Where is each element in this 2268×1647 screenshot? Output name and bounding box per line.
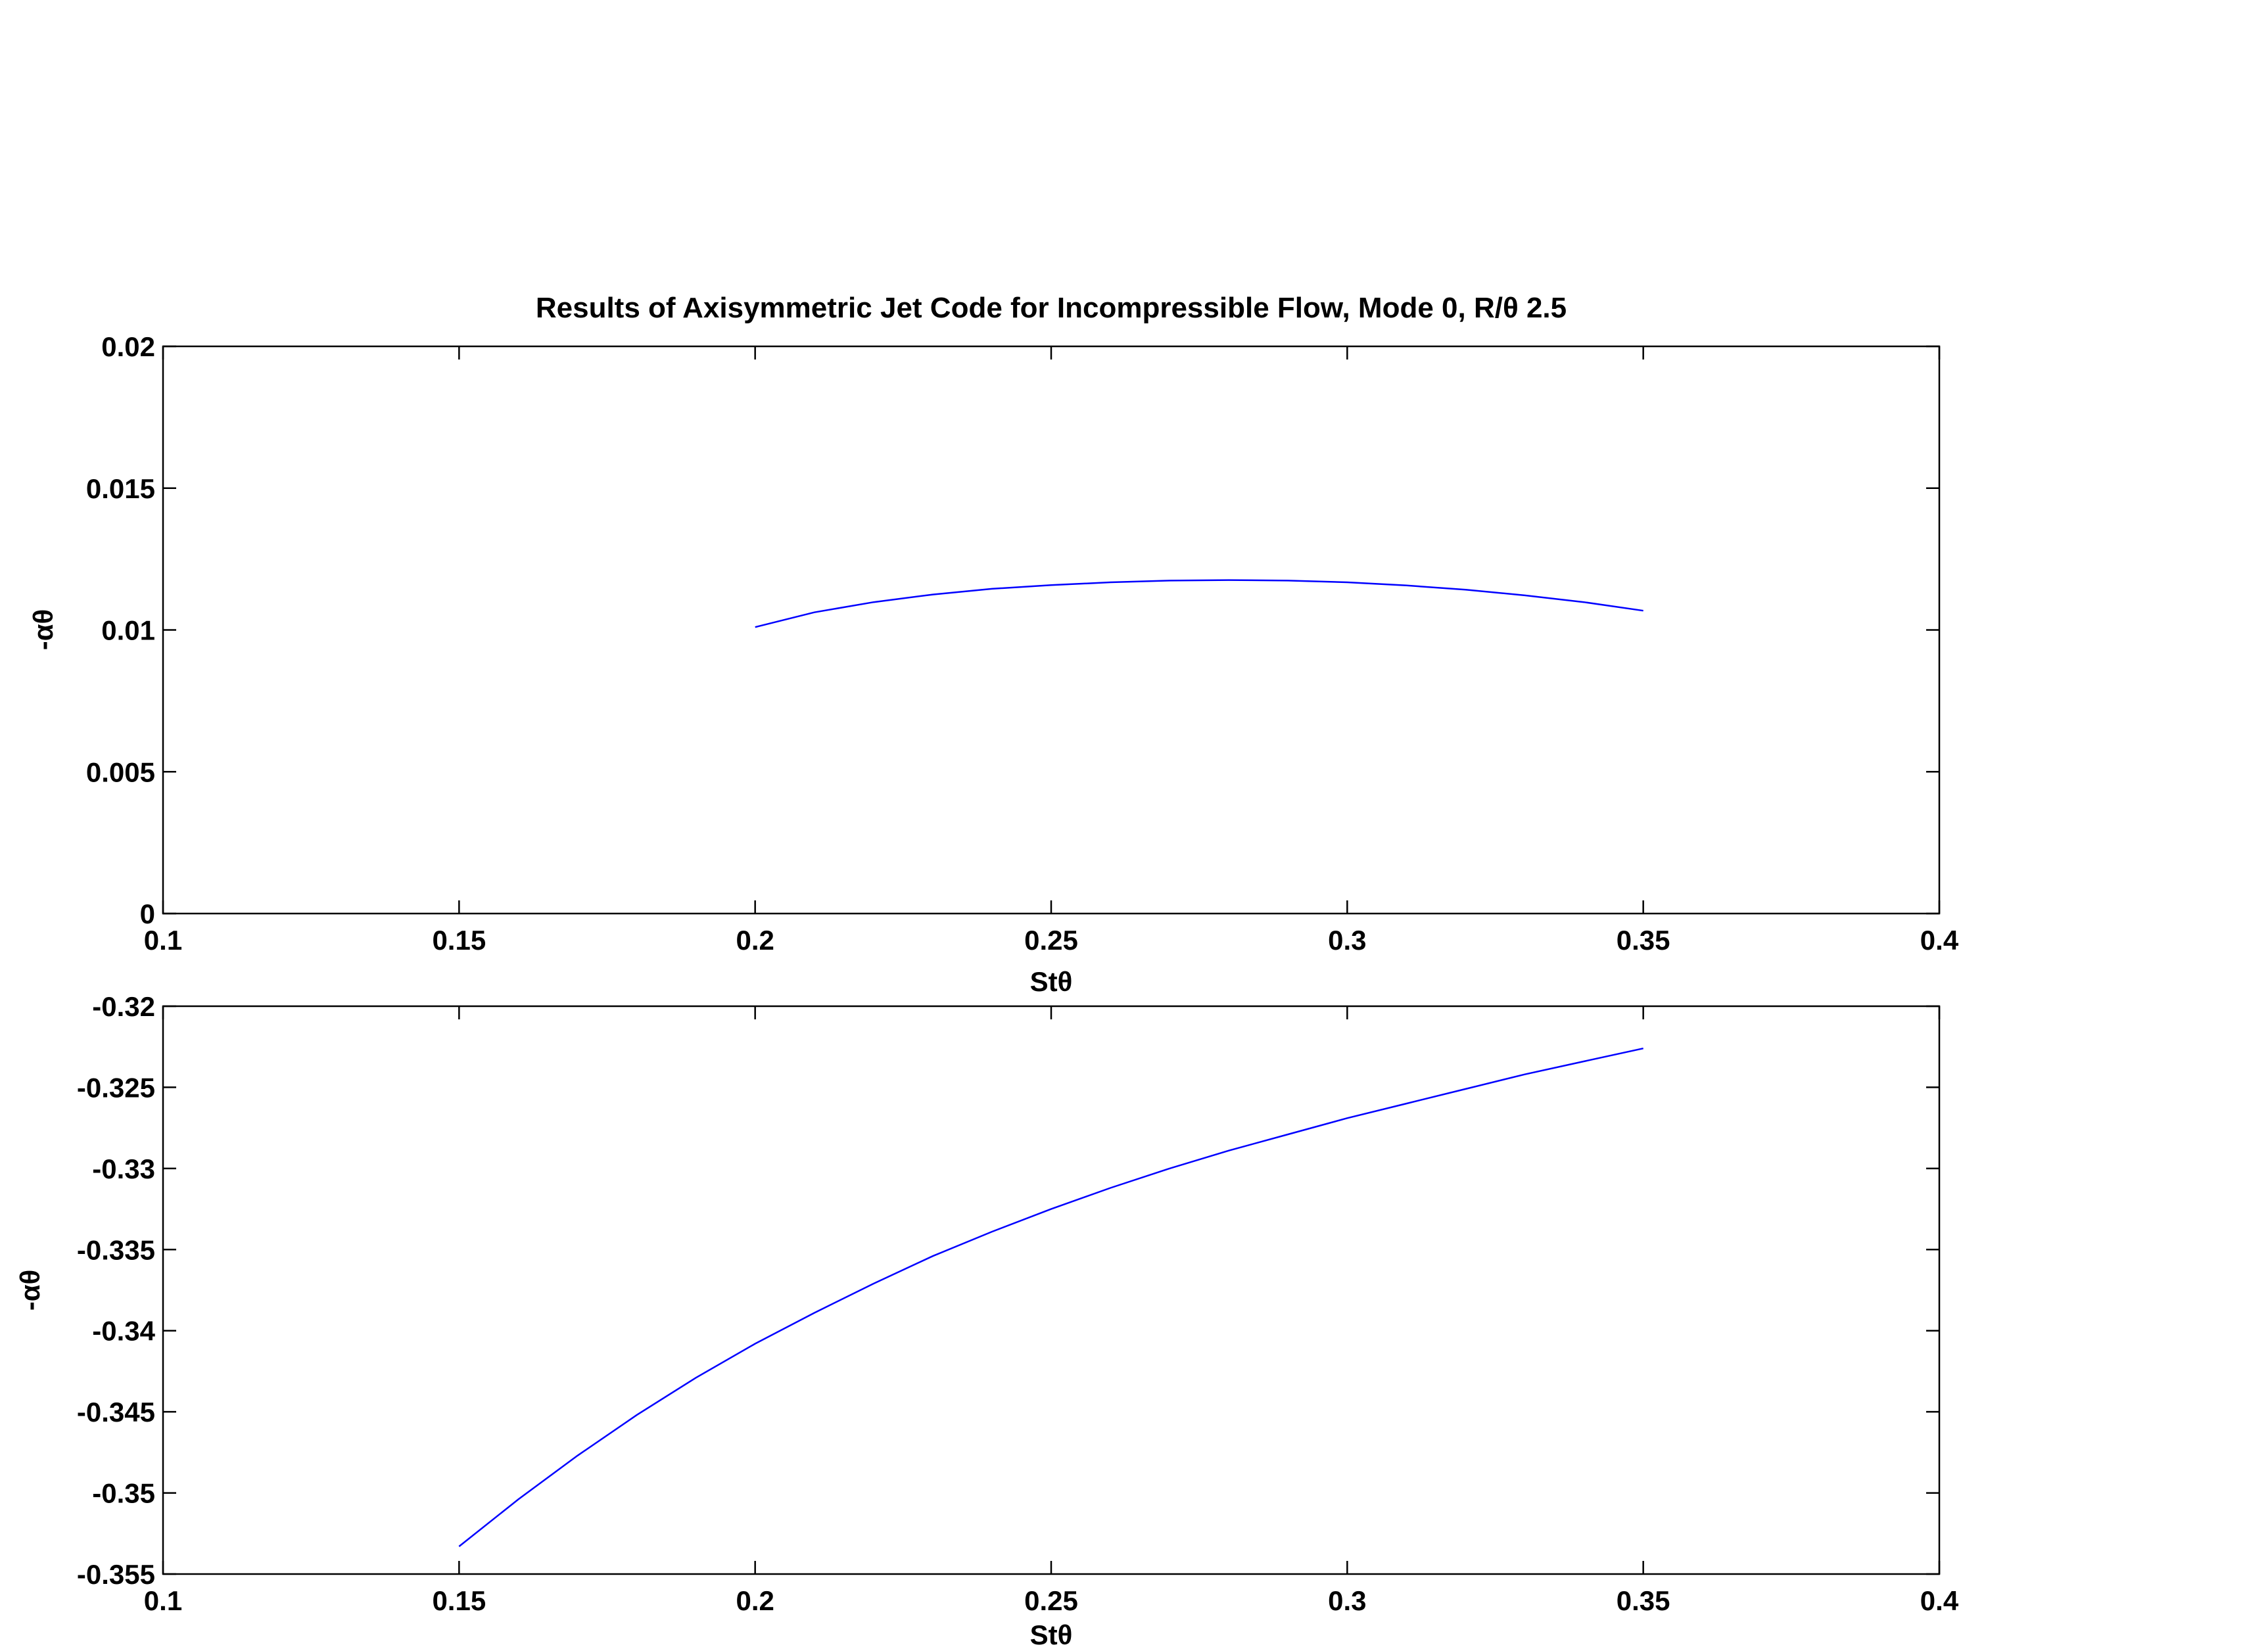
top-y-tick-label: 0.01 <box>101 615 155 646</box>
chart-title: Results of Axisymmetric Jet Code for Inc… <box>536 292 1567 324</box>
top-y-ticks: 0 0.005 0.01 0.015 0.02 <box>86 331 1939 929</box>
bottom-x-tick-label: 0.4 <box>1920 1585 1959 1616</box>
bottom-y-ticks: -0.355 -0.35 -0.345 -0.34 -0.335 -0.33 -0.325 -… <box>77 991 1939 1590</box>
bottom-y-tick-label: -0.33 <box>92 1153 155 1184</box>
bottom-x-tick-label: 0.25 <box>1024 1585 1078 1616</box>
bottom-x-tick-label: 0.15 <box>432 1585 486 1616</box>
bottom-y-tick-label: -0.345 <box>77 1397 155 1427</box>
top-x-tick-label: 0.25 <box>1024 925 1078 956</box>
bottom-x-ticks: 0.1 0.15 0.2 0.25 0.3 0.35 0.4 <box>144 1006 1959 1616</box>
bottom-y-axis-label: -αθ <box>14 1270 45 1311</box>
bottom-x-axis-label: Stθ <box>1030 1619 1073 1647</box>
top-series-line <box>755 579 1643 628</box>
bottom-panel: 0.1 0.15 0.2 0.25 0.3 0.35 0.4 -0.355-0.35-0.3… <box>14 991 1959 1647</box>
bottom-y-tick-label: -0.355 <box>77 1559 155 1590</box>
top-x-tick-label: 0.4 <box>1920 925 1959 956</box>
bottom-y-tick-label: -0.35 <box>92 1478 155 1509</box>
bottom-x-tick-label: 0.35 <box>1617 1585 1670 1616</box>
top-x-axis-label: Stθ <box>1030 966 1073 997</box>
top-x-tick-label: 0.15 <box>432 925 486 956</box>
top-y-tick-label: 0 <box>140 898 155 929</box>
top-panel: 0.1 0.15 0.2 0.25 0.3 0.35 0.4 0 0.005 0.01 0.015… <box>28 331 1959 997</box>
top-y-tick-label: 0.015 <box>86 473 155 504</box>
bottom-y-tick-label: -0.32 <box>92 991 155 1022</box>
bottom-x-tick-label: 0.2 <box>736 1585 774 1616</box>
top-x-tick-label: 0.1 <box>144 925 182 956</box>
top-x-tick-label: 0.2 <box>736 925 774 956</box>
bottom-y-tick-label: -0.335 <box>77 1234 155 1265</box>
top-x-tick-label: 0.35 <box>1617 925 1670 956</box>
top-x-ticks: 0.1 0.15 0.2 0.25 0.3 0.35 0.4 <box>144 346 1959 956</box>
top-y-tick-label: 0.005 <box>86 756 155 787</box>
top-y-tick-label: 0.02 <box>101 331 155 362</box>
bottom-series-line <box>458 1047 1643 1547</box>
bottom-x-tick-label: 0.1 <box>144 1585 182 1616</box>
bottom-x-tick-label: 0.3 <box>1328 1585 1366 1616</box>
bottom-y-tick-label: -0.34 <box>92 1316 155 1347</box>
top-y-axis-label: -αθ <box>28 609 59 651</box>
top-x-tick-label: 0.3 <box>1328 925 1366 956</box>
bottom-y-tick-label: -0.325 <box>77 1072 155 1103</box>
